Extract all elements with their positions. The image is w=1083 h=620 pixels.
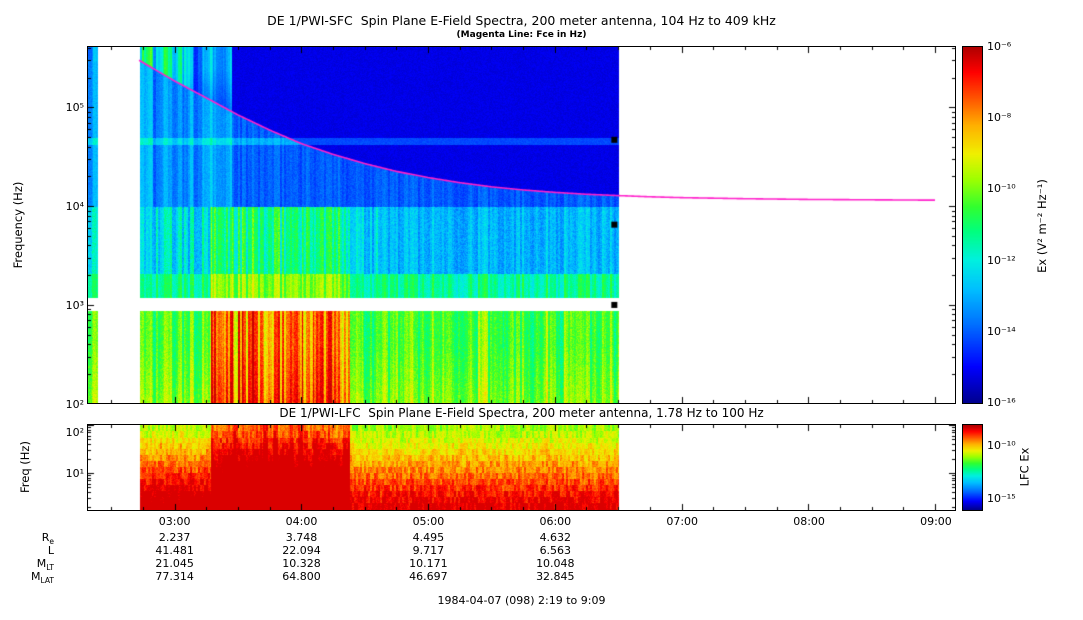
main-y-axis-label: Frequency (Hz) — [11, 181, 25, 269]
x-tick-label: 06:00 — [539, 515, 572, 528]
main-y-tick-label: 10² — [65, 397, 84, 411]
x-tick-label: 07:00 — [666, 515, 699, 528]
sfc-colorbar — [962, 46, 983, 404]
x-tick-label: 04:00 — [285, 515, 318, 528]
ephemeris-value: 46.697 — [409, 570, 448, 583]
main-y-tick-label: 10³ — [65, 298, 84, 312]
ephemeris-value: 41.481 — [155, 544, 194, 557]
sfc-colorbar-tick-label: 10⁻¹⁶ — [987, 396, 1016, 409]
ephemeris-row-label-subscript: LAT — [40, 576, 54, 586]
main-y-tick-label: 10⁴ — [65, 199, 84, 213]
ephemeris-value: 10.328 — [282, 557, 321, 570]
ephemeris-value: 64.800 — [282, 570, 321, 583]
ephemeris-row-label: L — [10, 544, 54, 557]
sfc-colorbar-tick-label: 10⁻⁸ — [987, 111, 1012, 125]
sfc-colorbar-label: Ex (V² m⁻² Hz⁻¹) — [1035, 179, 1049, 273]
ephemeris-value: 2.237 — [158, 531, 191, 544]
ephemeris-value: 77.314 — [155, 570, 194, 583]
ephemeris-value: 9.717 — [412, 544, 445, 557]
ephemeris-row-label-subscript: e — [49, 537, 54, 547]
sfc-spectrogram-canvas — [87, 46, 956, 404]
sfc-colorbar-tick-label: 10⁻¹² — [987, 253, 1016, 267]
ephemeris-value: 32.845 — [536, 570, 575, 583]
ephemeris-value: 21.045 — [155, 557, 194, 570]
sfc-colorbar-tick-label: 10⁻¹⁰ — [987, 182, 1016, 196]
x-tick-label: 09:00 — [920, 515, 952, 528]
lfc-colorbar — [962, 424, 983, 511]
x-tick-label: 08:00 — [793, 515, 825, 528]
ephemeris-value: 10.171 — [409, 557, 448, 570]
x-tick-label: 05:00 — [412, 515, 445, 528]
ephemeris-value: 10.048 — [536, 557, 575, 570]
ephemeris-row-label: MLAT — [10, 570, 54, 587]
main-title: DE 1/PWI-SFC Spin Plane E-Field Spectra,… — [267, 13, 776, 28]
ephemeris-value: 3.748 — [285, 531, 318, 544]
time-range-caption: 1984-04-07 (098) 2:19 to 9:09 — [437, 594, 606, 607]
x-tick-label: 03:00 — [158, 515, 191, 528]
ephemeris-row-label-text: L — [47, 544, 54, 557]
lfc-y-tick-label: 10² — [65, 426, 84, 439]
ephemeris-row-label-text: M — [36, 557, 47, 570]
ephemeris-row-label: MLT — [10, 557, 54, 574]
sfc-colorbar-tick-label: 10⁻⁶ — [987, 40, 1012, 53]
lfc-title: DE 1/PWI-LFC Spin Plane E-Field Spectra,… — [279, 406, 764, 420]
ephemeris-row-label-text: R — [41, 531, 50, 544]
ephemeris-row-label-text: M — [31, 570, 41, 583]
main-subtitle: (Magenta Line: Fce in Hz) — [456, 30, 587, 40]
lfc-y-axis-label: Freq (Hz) — [18, 441, 32, 493]
ephemeris-value: 22.094 — [282, 544, 321, 557]
sfc-colorbar-tick-label: 10⁻¹⁴ — [987, 324, 1016, 338]
lfc-colorbar-tick-label: 10⁻¹⁰ — [987, 439, 1016, 453]
ephemeris-value: 6.563 — [539, 544, 572, 557]
main-y-tick-label: 10⁵ — [65, 100, 84, 114]
ephemeris-row-label: Re — [10, 531, 54, 548]
lfc-y-tick-label: 10¹ — [65, 466, 84, 480]
ephemeris-value: 4.495 — [412, 531, 445, 544]
lfc-spectrogram-canvas — [87, 424, 956, 511]
ephemeris-value: 4.632 — [539, 531, 572, 544]
ephemeris-row-label-subscript: LT — [46, 563, 54, 573]
lfc-colorbar-tick-label: 10⁻¹⁵ — [987, 492, 1016, 506]
